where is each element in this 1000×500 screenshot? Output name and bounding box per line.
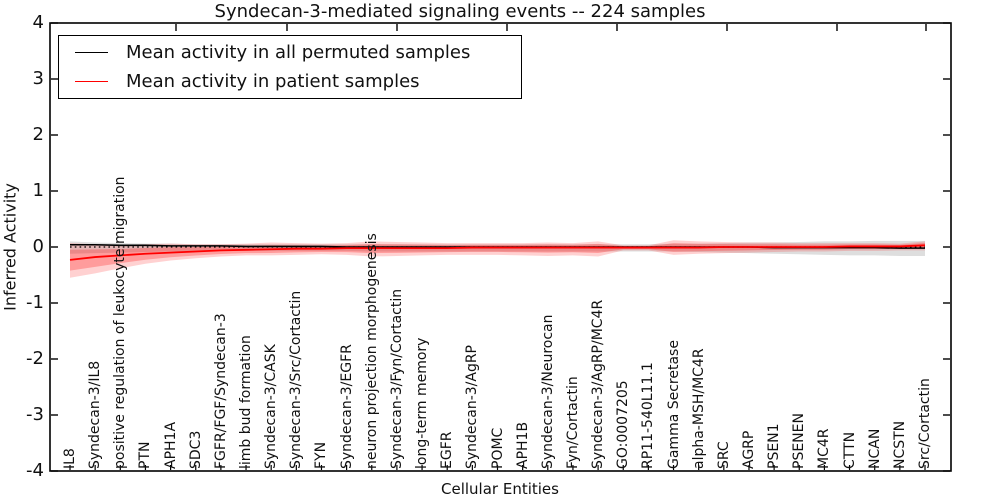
x-tick-label: SDC3 [187,430,204,469]
x-tick-label: IL8 [62,448,78,469]
x-tick-label: Gamma Secretase [665,340,682,469]
y-tick-label: 1 [32,180,44,201]
x-tick-label: Fyn/Cortactin [564,376,581,469]
chart-title: Syndecan-3-mediated signaling events -- … [214,1,706,22]
y-tick-label: 2 [32,124,44,145]
legend-line-patient [75,81,108,82]
x-tick-label: NCSTN [891,420,908,469]
y-tick-label: 3 [32,68,44,89]
x-tick-label: EGFR [439,431,456,469]
x-tick-label: PSENEN [791,413,808,469]
legend-label-permuted: Mean activity in all permuted samples [126,42,471,63]
x-tick-label: SRC [715,441,732,469]
x-tick-label: Syndecan-3/CASK [263,344,280,469]
x-tick-label: limb bud formation [238,335,255,469]
legend-line-permuted [75,52,108,53]
x-tick-label: Syndecan-3/EGFR [338,344,355,469]
y-tick-label: -1 [26,292,44,313]
x-tick-label: POMC [489,427,506,469]
x-tick-label: FYN [313,441,330,469]
x-tick-label: neuron projection morphogenesis [363,233,380,469]
x-tick-label: APH1B [514,421,531,469]
x-tick-label: long-term memory [414,337,431,469]
x-tick-label: Syndecan-3/Neurocan [539,314,556,470]
y-tick-label: -3 [26,404,44,425]
x-tick-label: Syndecan-3/AgRP/MC4R [590,299,607,469]
x-tick-label: positive regulation of leukocyte migrati… [112,176,129,469]
x-tick-label: Syndecan-3/IL8 [87,360,104,469]
x-tick-label: FGFR/FGF/Syndecan-3 [212,313,229,469]
x-tick-label: MC4R [816,428,833,470]
x-tick-label: Syndecan-3/AgRP [464,344,481,469]
x-tick-label: APH1A [162,421,179,469]
y-tick-label: -2 [26,348,44,369]
legend-item-patient: Mean activity in patient samples [59,67,521,96]
x-tick-label: Src/Cortactin [917,378,933,469]
legend-item-permuted: Mean activity in all permuted samples [59,38,521,67]
x-axis-label: Cellular Entities [441,480,559,498]
x-tick-label: NCAN [866,428,883,469]
x-tick-label: GO:0007205 [615,380,632,469]
x-tick-label: CTTN [841,431,858,469]
x-tick-label: alpha-MSH/MC4R [690,348,707,469]
x-tick-label: Syndecan-3/Src/Cortactin [288,290,305,469]
x-tick-label: AGRP [740,430,757,469]
y-tick-label: 4 [32,12,44,33]
y-tick-label: 0 [32,236,44,257]
legend: Mean activity in all permuted samples Me… [58,35,522,99]
y-tick-label: -4 [26,460,44,481]
legend-label-patient: Mean activity in patient samples [126,71,420,92]
x-tick-label: Syndecan-3/Fyn/Cortactin [388,288,405,469]
x-tick-label: PTN [137,441,154,469]
x-tick-label: RP11-540L11.1 [640,362,657,469]
x-tick-label: PSEN1 [766,423,783,469]
